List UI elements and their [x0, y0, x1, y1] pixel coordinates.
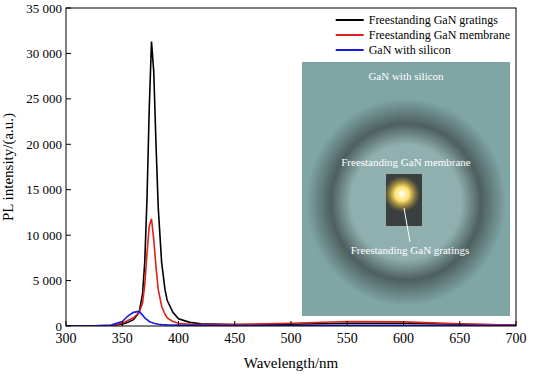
x-tick [516, 321, 517, 326]
y-tick [66, 8, 71, 9]
y-tick [66, 235, 71, 236]
legend: Freestanding GaN gratingsFreestanding Ga… [336, 13, 510, 57]
x-tick [178, 321, 179, 326]
y-tick-label: 10 000 [26, 228, 62, 243]
inset-background [302, 62, 510, 316]
inset-ring [306, 98, 506, 306]
inset-arrow [404, 208, 410, 242]
x-axis-title: Wavelength/nm [244, 355, 339, 371]
x-tick [122, 321, 123, 326]
y-tick [66, 144, 71, 145]
x-tick-label: 650 [449, 331, 470, 346]
x-tick-label: 350 [112, 331, 133, 346]
x-tick-label: 450 [224, 331, 245, 346]
y-tick-label: 35 000 [26, 1, 62, 16]
y-tick [66, 189, 71, 190]
chart: GaN with siliconFreestanding GaN membran… [0, 0, 534, 374]
x-tick [66, 321, 67, 326]
y-tick [66, 280, 71, 281]
legend-label: Freestanding GaN gratings [369, 13, 499, 27]
y-tick-label: 5 000 [33, 273, 62, 288]
y-tick-label: 30 000 [26, 46, 62, 61]
series-line [66, 42, 516, 326]
x-tick-label: 400 [168, 331, 189, 346]
x-tick [347, 321, 348, 326]
legend-label: GaN with silicon [369, 43, 451, 57]
inset-label: Freestanding GaN gratings [351, 244, 470, 256]
inset-photo: GaN with silicon Freestanding GaN membran… [302, 62, 510, 316]
x-tick [291, 321, 292, 326]
x-tick [459, 321, 460, 326]
legend-swatch [336, 34, 364, 36]
legend-label: Freestanding GaN membrane [369, 28, 510, 42]
x-tick-label: 500 [281, 331, 302, 346]
series-line [66, 219, 516, 326]
y-tick [66, 98, 71, 99]
y-tick-label: 20 000 [26, 137, 62, 152]
y-tick-label: 15 000 [26, 182, 62, 197]
inset-label: Freestanding GaN membrane [341, 156, 471, 168]
y-tick [66, 326, 71, 327]
plot-frame [66, 8, 516, 326]
plot-lines [66, 42, 516, 326]
x-tick-label: 700 [506, 331, 527, 346]
series-line [66, 311, 516, 326]
x-tick-label: 600 [393, 331, 414, 346]
y-tick-label: 25 000 [26, 91, 62, 106]
y-tick [66, 53, 71, 54]
inset-label: GaN with silicon [368, 70, 444, 82]
y-axis-title: PL intensity/(a.u.) [0, 113, 17, 221]
legend-swatch [336, 19, 364, 21]
x-tick-label: 550 [337, 331, 358, 346]
legend-swatch [336, 49, 364, 51]
x-tick [403, 321, 404, 326]
y-tick-label: 0 [56, 319, 63, 334]
inset-spot [384, 176, 420, 212]
x-tick [234, 321, 235, 326]
